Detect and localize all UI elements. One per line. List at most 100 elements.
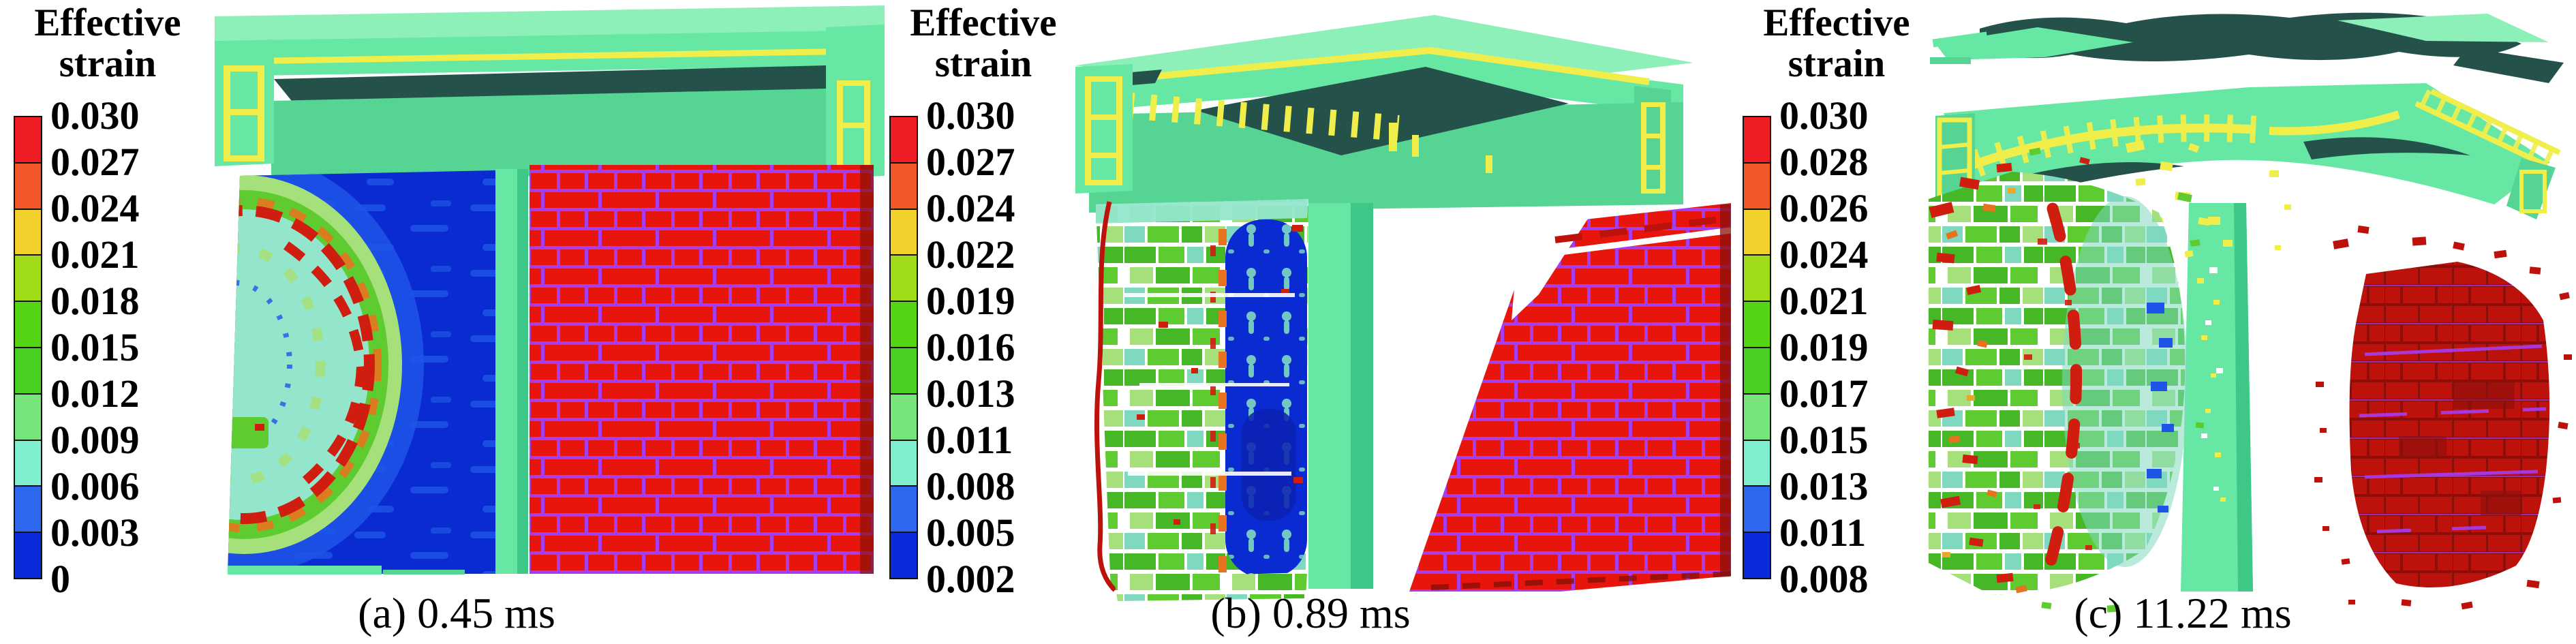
legend-title: Effective strain xyxy=(881,3,1086,85)
colorbar-label: 0.009 xyxy=(50,418,140,462)
colorbar-swatch xyxy=(15,163,41,210)
subfigure-caption-a: (a) 0.45 ms xyxy=(358,589,555,637)
roof-slab xyxy=(215,5,885,181)
colorbar-swatch xyxy=(1744,209,1770,256)
colorbar-swatch xyxy=(1744,163,1770,210)
rebar-line xyxy=(1952,123,2256,177)
colorbar-swatch xyxy=(891,348,917,395)
left-wall-blue xyxy=(228,170,495,574)
colorbar-swatch xyxy=(891,394,917,441)
colorbar-label: 0.028 xyxy=(1779,140,1869,184)
legend-title-line1: Effective xyxy=(910,1,1057,44)
right-debris-cloud xyxy=(2314,225,2572,610)
colorbar-label: 0.008 xyxy=(926,464,1015,508)
colorbar-label: 0.015 xyxy=(1779,418,1869,462)
colorbar-label: 0.015 xyxy=(50,325,140,369)
colorbar-swatch xyxy=(15,394,41,441)
colorbar-swatch xyxy=(891,440,917,487)
colorbar-label: 0.008 xyxy=(1779,557,1869,601)
left-debris-cloud xyxy=(1929,147,2205,613)
scattered-red-fragments xyxy=(2314,225,2572,610)
legend-title-line2: strain xyxy=(59,42,157,85)
colorbar-swatch xyxy=(1744,394,1770,441)
edge-beam xyxy=(271,89,826,181)
colorbar-swatch xyxy=(1744,256,1770,303)
colorbar-label: 0.026 xyxy=(1779,186,1869,230)
colorbar-swatch xyxy=(15,302,41,348)
legend-title: Effective strain xyxy=(5,3,210,85)
colorbar-label: 0.017 xyxy=(1779,371,1869,416)
red-crack-contour xyxy=(2042,202,2082,576)
right-rebar-ladder xyxy=(826,25,885,179)
colorbar-label: 0.013 xyxy=(926,371,1015,416)
colorbar-label: 0.024 xyxy=(926,186,1015,230)
colorbar-label: 0.027 xyxy=(926,140,1015,184)
colorbar-swatch xyxy=(891,533,917,578)
left-rebar-ladder xyxy=(1075,64,1133,194)
colorbar-swatch xyxy=(891,209,917,256)
exposed-rebar-comb xyxy=(1104,91,1400,141)
render-structure-0-89ms xyxy=(1075,15,1732,601)
subfigure-caption-c: (c) 11.22 ms xyxy=(2074,589,2292,637)
left-rebar-ladder xyxy=(215,40,274,166)
colorbar-label: 0.005 xyxy=(926,510,1015,555)
colorbar-labels: 0.030 0.027 0.024 0.021 0.018 0.015 0.01… xyxy=(50,93,207,602)
colorbar-swatch xyxy=(15,440,41,487)
falling-yellow-fragments xyxy=(2125,140,2291,502)
colorbar-swatch xyxy=(15,117,41,164)
right-rebar-grid xyxy=(2414,89,2561,219)
legend-b: Effective strain 0.030 0.027 0.024 0.022 xyxy=(881,0,1086,644)
colorbar-swatch xyxy=(1744,533,1770,578)
colorbar-labels: 0.030 0.028 0.026 0.024 0.021 0.019 0.01… xyxy=(1779,93,1936,602)
colorbar-label: 0.021 xyxy=(50,232,140,277)
colorbar-label: 0.027 xyxy=(50,140,140,184)
colorbar-swatch xyxy=(15,209,41,256)
colorbar-label: 0.022 xyxy=(926,232,1015,277)
rebar-line xyxy=(1110,46,1650,85)
colorbar-label: 0.013 xyxy=(1779,464,1869,508)
right-rebar-ladder xyxy=(1634,86,1671,204)
red-orange-fragments xyxy=(1929,162,2092,594)
spall-gap xyxy=(1512,217,1589,320)
legend-title-line2: strain xyxy=(934,42,1032,85)
colorbar-label: 0.030 xyxy=(926,93,1015,138)
colorbar-swatch xyxy=(1744,302,1770,348)
render-structure-0-45ms xyxy=(215,5,885,574)
legend-title: Effective strain xyxy=(1734,3,1939,85)
stray-green-fragments xyxy=(2029,147,2205,613)
blast-damage-contours xyxy=(228,170,424,574)
colorbar-label: 0.006 xyxy=(50,464,140,508)
legend-c: Effective strain 0.030 0.028 0.026 0.024 xyxy=(1734,0,1939,644)
colorbar-swatch xyxy=(15,348,41,395)
colorbar-label: 0.018 xyxy=(50,279,140,323)
colorbar-swatch xyxy=(15,533,41,578)
render-structure-11-22ms xyxy=(1929,12,2572,613)
edge-beam xyxy=(1089,102,1683,213)
right-wall-brick-tilted xyxy=(1409,203,1732,592)
colorbar xyxy=(14,116,42,579)
red-crack-contour xyxy=(1094,201,1117,592)
colorbar-swatch xyxy=(891,302,917,348)
colorbar-swatch xyxy=(1744,487,1770,534)
colorbar xyxy=(1743,116,1771,579)
colorbar-label: 0.019 xyxy=(1779,325,1869,369)
colorbar-label: 0.002 xyxy=(926,557,1015,601)
colorbar-label: 0.030 xyxy=(50,93,140,138)
colorbar-swatch xyxy=(891,117,917,164)
rebar-line xyxy=(215,48,885,65)
colorbar-label: 0.011 xyxy=(1779,510,1867,555)
colorbar-label: 0.011 xyxy=(926,418,1013,462)
collapsed-roof xyxy=(1930,12,2564,219)
colorbar-swatch xyxy=(891,487,917,534)
colorbar-label: 0.012 xyxy=(50,371,140,416)
center-column xyxy=(2181,203,2253,592)
colorbar-label: 0.030 xyxy=(1779,93,1869,138)
colorbar-labels: 0.030 0.027 0.024 0.022 0.019 0.016 0.01… xyxy=(926,93,1083,602)
center-column xyxy=(1308,203,1373,589)
blue-fragments xyxy=(2147,303,2174,512)
colorbar-swatch xyxy=(15,256,41,303)
colorbar-label: 0.024 xyxy=(1779,232,1869,277)
legend-title-line1: Effective xyxy=(1763,1,1910,44)
colorbar-swatch xyxy=(891,163,917,210)
